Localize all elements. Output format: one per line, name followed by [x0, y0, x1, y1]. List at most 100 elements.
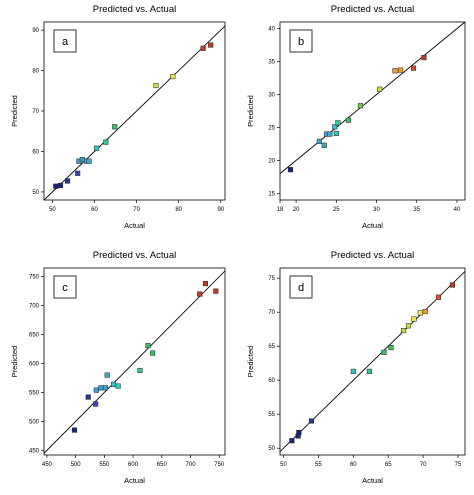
x-tick-label: 65	[385, 462, 392, 468]
data-point	[213, 288, 219, 294]
x-tick-label: 550	[99, 462, 110, 468]
data-point	[366, 368, 372, 374]
y-tick-label: 550	[29, 390, 40, 396]
data-point	[405, 323, 412, 329]
data-point	[388, 345, 394, 351]
data-point	[102, 385, 109, 391]
data-point	[410, 65, 417, 71]
y-tick-label: 750	[29, 275, 40, 281]
panel-label: c	[62, 282, 68, 294]
y-tick-label: 500	[29, 419, 40, 425]
chart-title: Predicted vs. Actual	[331, 4, 414, 15]
data-point	[333, 130, 339, 136]
data-point	[202, 281, 209, 287]
panel-a: Predicted vs. Actual 50 60 70 80 90 50 60 70 80 90…	[10, 4, 226, 230]
data-point	[289, 438, 295, 444]
panel-c: Predicted vs. Actual 450 500 550 600 650 700 75…	[10, 250, 226, 485]
data-point	[93, 387, 99, 393]
panel-label: b	[298, 36, 304, 48]
reference-line	[280, 22, 465, 174]
y-tick-label: 60	[32, 149, 39, 155]
y-axis-label: Predicted	[10, 95, 19, 127]
x-tick-label: 55	[315, 462, 322, 468]
y-tick-label: 75	[268, 276, 275, 282]
x-tick-label: 750	[214, 462, 225, 468]
data-point	[137, 367, 143, 374]
data-point	[316, 138, 322, 144]
x-axis-label: Actual	[124, 221, 145, 230]
data-point	[449, 282, 455, 288]
data-point	[321, 142, 327, 148]
panel-b: Predicted vs. Actual 18 20 25 30 35 40 15 20 25 30…	[246, 4, 466, 230]
chart-title: Predicted vs. Actual	[331, 250, 414, 261]
y-tick-label: 450	[29, 448, 40, 454]
y-axis-label: Predicted	[246, 95, 255, 127]
y-axis-label: Predicted	[246, 346, 255, 378]
x-tick-label: 90	[217, 207, 224, 213]
data-point	[150, 350, 156, 356]
x-tick-label: 50	[49, 207, 56, 213]
x-tick-label: 18	[277, 207, 284, 213]
reference-line	[44, 270, 225, 454]
x-tick-label: 35	[413, 207, 420, 213]
panel-label-box	[289, 29, 313, 53]
x-tick-label: 450	[42, 462, 53, 468]
x-tick-label: 40	[454, 207, 461, 213]
x-tick-label: 60	[91, 207, 98, 213]
x-axis-label: Actual	[124, 476, 145, 485]
data-point	[401, 328, 407, 334]
data-point	[153, 82, 159, 89]
data-point	[345, 117, 351, 123]
data-point	[335, 120, 341, 126]
data-point	[98, 385, 104, 391]
x-tick-label: 70	[420, 462, 427, 468]
data-point	[79, 156, 85, 163]
chart-title: Predicted vs. Actual	[93, 250, 176, 261]
data-point	[435, 294, 442, 300]
data-point	[296, 430, 302, 436]
chart-title: Predicted vs. Actual	[93, 4, 176, 15]
data-point	[112, 124, 118, 130]
y-tick-label: 90	[32, 28, 39, 34]
y-axis-label: Predicted	[10, 346, 19, 378]
data-point	[86, 158, 92, 164]
x-tick-label: 25	[333, 207, 340, 213]
y-tick-label: 50	[268, 446, 275, 452]
y-tick-label: 30	[268, 93, 275, 99]
x-tick-label: 600	[128, 462, 139, 468]
data-point	[170, 74, 176, 80]
data-point	[327, 131, 333, 137]
data-point	[93, 401, 99, 407]
y-tick-label: 650	[29, 333, 40, 339]
panel-label-box	[289, 275, 313, 299]
panel-label-box	[53, 29, 77, 53]
data-point	[287, 167, 294, 173]
x-tick-label: 650	[157, 462, 168, 468]
data-point	[200, 45, 206, 51]
x-tick-label: 60	[350, 462, 357, 468]
x-axis-label: Actual	[362, 476, 383, 485]
x-tick-label: 700	[186, 462, 197, 468]
data-point	[411, 316, 417, 322]
data-point	[417, 310, 423, 316]
x-tick-label: 500	[71, 462, 82, 468]
x-tick-label: 20	[293, 207, 300, 213]
data-point	[65, 178, 71, 184]
y-tick-label: 70	[32, 109, 39, 115]
reference-line	[44, 25, 225, 200]
panel-label-box	[53, 275, 77, 299]
y-tick-label: 35	[268, 60, 275, 66]
data-point	[208, 42, 214, 48]
data-point	[350, 368, 356, 374]
data-point	[85, 394, 91, 400]
data-point	[398, 67, 404, 73]
y-tick-label: 50	[32, 190, 39, 196]
y-tick-label: 600	[29, 362, 40, 368]
data-point	[57, 182, 63, 188]
data-point	[197, 291, 203, 297]
data-point	[357, 103, 363, 109]
data-point	[422, 308, 428, 315]
y-tick-label: 20	[268, 158, 275, 164]
x-tick-label: 30	[373, 207, 380, 213]
x-tick-label: 50	[280, 462, 287, 468]
